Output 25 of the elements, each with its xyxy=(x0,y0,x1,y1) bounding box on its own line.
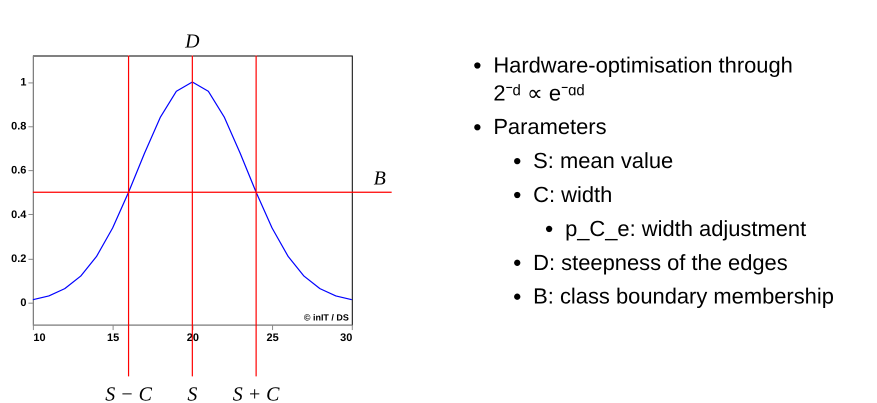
x-tick-label: 25 xyxy=(266,332,279,344)
ref-line-label: S − C xyxy=(105,383,153,403)
text: S: mean value xyxy=(533,148,674,174)
text: B: class boundary membership xyxy=(533,284,834,309)
x-tick-label: 30 xyxy=(340,332,352,344)
text: C: width xyxy=(533,182,612,208)
x-tick-label: 10 xyxy=(33,332,46,344)
ref-line-label: S + C xyxy=(232,383,280,403)
annotation: © inIT / DS xyxy=(304,312,349,323)
ref-line-label: B xyxy=(374,167,386,190)
y-tick-label: 1 xyxy=(20,76,26,88)
text: 2⁻ᵈ ∝ e⁻ᵅᵈ xyxy=(493,80,585,106)
y-tick-label: 0 xyxy=(20,297,26,310)
y-tick-label: 0.2 xyxy=(11,252,26,265)
text: D: steepness of the edges xyxy=(533,250,788,275)
text: D xyxy=(184,30,200,53)
y-tick-label: 0.6 xyxy=(11,164,26,177)
text: Hardware-optimisation through xyxy=(493,52,793,78)
y-tick-label: 0.8 xyxy=(11,120,26,133)
y-tick-label: 0.4 xyxy=(11,208,28,221)
text: Parameters xyxy=(493,114,607,140)
x-tick-label: 15 xyxy=(107,332,120,344)
line-series xyxy=(32,81,352,300)
text: p_C_e: width adjustment xyxy=(565,216,806,241)
ref-line-label: S xyxy=(187,383,198,403)
